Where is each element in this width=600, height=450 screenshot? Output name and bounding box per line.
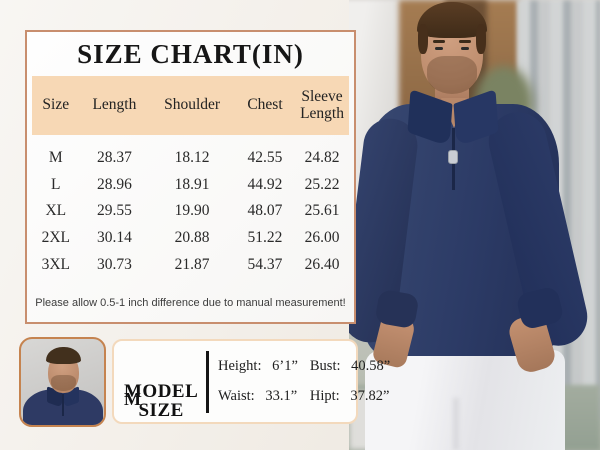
cell-length: 28.37 bbox=[96, 149, 132, 167]
model-eye bbox=[461, 47, 469, 50]
cell-size: L bbox=[51, 175, 61, 193]
cell-size: XL bbox=[45, 202, 67, 220]
measurement-value: 37.82” bbox=[350, 388, 390, 404]
measurement-bust: Bust: 40.58” bbox=[310, 358, 390, 375]
measurement-value: 33.1” bbox=[265, 388, 298, 404]
cell-shoulder: 19.90 bbox=[174, 202, 210, 220]
table-row: M 28.37 18.12 42.55 24.82 bbox=[32, 145, 349, 172]
cell-chest: 44.92 bbox=[247, 175, 283, 193]
cell-length: 30.14 bbox=[96, 229, 132, 247]
column-header-size: Size bbox=[42, 96, 70, 114]
measurement-note: Please allow 0.5-1 inch difference due t… bbox=[35, 297, 346, 309]
measurement-hipt: Hipt: 37.82” bbox=[310, 388, 390, 405]
cell-shoulder: 20.88 bbox=[174, 229, 210, 247]
model-label-line1: MODEL bbox=[124, 380, 199, 402]
cell-size: 3XL bbox=[41, 255, 70, 273]
cell-sleeve: 26.40 bbox=[304, 255, 340, 273]
column-header-shoulder: Shoulder bbox=[164, 96, 221, 114]
measurement-label: Hipt: bbox=[309, 388, 340, 404]
thumb-placket bbox=[62, 394, 64, 416]
column-header-chest: Chest bbox=[247, 96, 283, 114]
model-size-box: MODEL SIZE M Height: 6’1” Bust: 40.58” W… bbox=[112, 339, 390, 424]
measurement-label: Bust: bbox=[309, 358, 341, 374]
column-header-sleeve-length: Sleeve Length bbox=[300, 88, 344, 122]
thumb-hair bbox=[46, 347, 81, 364]
column-header-length: Length bbox=[92, 96, 137, 114]
model-thumbnail bbox=[19, 337, 106, 427]
cell-chest: 51.22 bbox=[247, 229, 283, 247]
size-chart-title: SIZE CHART(IN) bbox=[77, 39, 304, 69]
model-hair bbox=[417, 2, 487, 38]
table-row: L 28.96 18.91 44.92 25.22 bbox=[32, 172, 349, 199]
table-row: 3XL 30.73 21.87 54.37 26.40 bbox=[32, 251, 349, 278]
cell-sleeve: 24.82 bbox=[304, 149, 340, 167]
table-row: XL 29.55 19.90 48.07 25.61 bbox=[32, 198, 349, 225]
measurement-label: Waist: bbox=[218, 388, 255, 404]
cell-chest: 48.07 bbox=[247, 202, 283, 220]
model-eye bbox=[435, 47, 443, 50]
cell-sleeve: 25.22 bbox=[304, 175, 340, 193]
measurement-label: Height: bbox=[218, 358, 262, 374]
size-chart-body: M 28.37 18.12 42.55 24.82 L 28.96 18.91 … bbox=[32, 145, 349, 278]
model-photo bbox=[349, 0, 600, 450]
model-size-value: M bbox=[124, 388, 141, 409]
model-hair-side bbox=[418, 24, 428, 54]
model-label-line2: SIZE bbox=[138, 399, 184, 421]
cell-length: 29.55 bbox=[96, 202, 132, 220]
cell-size: M bbox=[48, 149, 63, 167]
measurement-waist: Waist: 33.1” bbox=[218, 388, 298, 405]
measurement-height: Height: 6’1” bbox=[218, 358, 298, 375]
model-hair-side bbox=[476, 24, 486, 54]
model-pants-seam bbox=[453, 398, 459, 450]
cell-size: 2XL bbox=[41, 229, 70, 247]
model-eyebrow bbox=[459, 40, 471, 43]
size-chart-header-row: Size Length Shoulder Chest Sleeve Length bbox=[32, 76, 349, 135]
cell-shoulder: 18.91 bbox=[174, 175, 210, 193]
size-chart-card: SIZE CHART(IN) Size Length Shoulder Ches… bbox=[25, 30, 356, 324]
thumb-beard bbox=[51, 375, 76, 391]
cell-sleeve: 26.00 bbox=[304, 229, 340, 247]
model-measurements: Height: 6’1” Bust: 40.58” Waist: 33.1” H… bbox=[218, 358, 390, 405]
measurement-value: 40.58” bbox=[351, 358, 391, 374]
cell-shoulder: 21.87 bbox=[174, 255, 210, 273]
cell-shoulder: 18.12 bbox=[174, 149, 210, 167]
cell-chest: 54.37 bbox=[247, 255, 283, 273]
cell-sleeve: 25.61 bbox=[304, 202, 340, 220]
table-row: 2XL 30.14 20.88 51.22 26.00 bbox=[32, 225, 349, 252]
model-size-title: MODEL SIZE bbox=[124, 382, 198, 420]
model-eyebrow bbox=[433, 40, 445, 43]
zipper-pull bbox=[448, 150, 458, 164]
cell-chest: 42.55 bbox=[247, 149, 283, 167]
cell-length: 30.73 bbox=[96, 255, 132, 273]
model-beard bbox=[427, 56, 477, 94]
vertical-divider bbox=[206, 350, 209, 413]
measurement-value: 6’1” bbox=[272, 358, 298, 374]
cell-length: 28.96 bbox=[96, 175, 132, 193]
